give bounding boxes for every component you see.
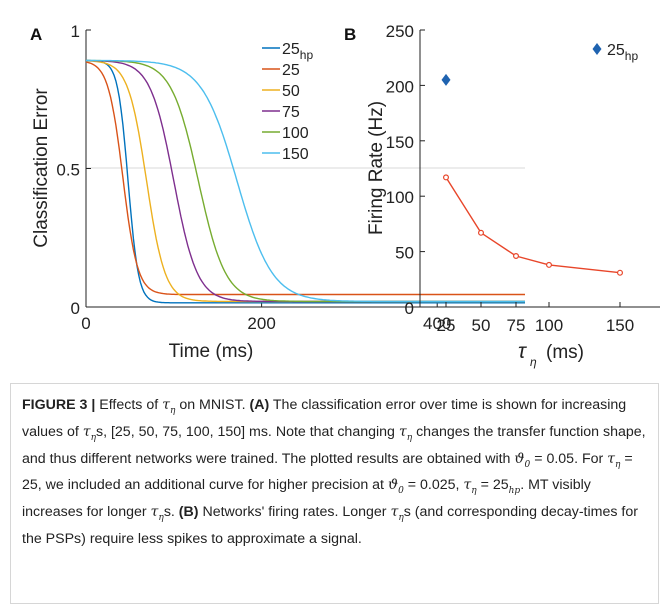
panel-a-chart: A 0 0.5 1 0 200 400 Classification Error Tim… [30, 22, 525, 362]
caption-text: Networks' firing rates. Longer [198, 504, 391, 521]
panel-b-x-tick-label: 25 [437, 316, 456, 335]
caption-panel-a-ref: (A) [249, 397, 270, 413]
caption-text: on MNIST. [175, 397, 250, 413]
panel-a-label: A [30, 25, 42, 44]
caption-text: Effects of [95, 397, 163, 413]
panel-b-y-tick-label: 100 [386, 188, 414, 207]
caption-symbol: η [169, 405, 176, 416]
firing-rate-point [545, 261, 552, 268]
series-line-25 [85, 61, 525, 296]
caption-text: The classification error over time is sh… [22, 397, 627, 440]
diamond-point-25hp [441, 73, 451, 86]
caption-symbol: ϑ [387, 477, 399, 494]
firing-rate-point [512, 253, 519, 260]
caption-symbol: τ [398, 423, 407, 440]
panel-a-y-tick-label: 1 [71, 22, 80, 41]
caption-text: s (and corresponding decay-times for the… [22, 504, 638, 548]
caption-symbol: 0 [398, 486, 404, 497]
caption-text: . MT visibly increases for longer [22, 477, 591, 521]
panel-b-x-tick-label: 150 [606, 316, 634, 335]
caption-text: changes the transfer function shape, and… [22, 423, 646, 467]
panel-b-x-tick-label: 50 [472, 316, 491, 335]
caption-text: = 25, we included an additional curve fo… [22, 450, 633, 494]
panel-b-x-tick-label: 100 [535, 316, 563, 335]
panel-a-y-tick-label: 0.5 [56, 161, 80, 180]
legend-label-50: 50 [282, 83, 300, 100]
svg-text:τ: τ [518, 340, 527, 363]
panel-b-y-tick-label: 0 [405, 299, 414, 318]
panel-b-y-tick-label: 150 [386, 133, 414, 152]
legend-label-150: 150 [282, 146, 309, 163]
caption-figure-label: FIGURE 3 | [22, 397, 96, 413]
svg-text:(ms): (ms) [546, 342, 584, 363]
legend-label-25hp: 25hp [282, 41, 313, 62]
panel-a-x-axis-label: Time (ms) [169, 341, 254, 362]
caption-box [10, 383, 659, 604]
caption-symbol: τ [150, 504, 159, 521]
caption-symbol: η [398, 513, 404, 524]
series-line-25hp [85, 59, 525, 304]
series-line-150 [86, 59, 525, 303]
caption-symbol: τ [82, 423, 91, 440]
caption-symbol: η [615, 459, 621, 470]
legend-label-25: 25 [282, 62, 300, 79]
caption-symbol: η [90, 432, 96, 443]
caption-panel-b-ref: (B) [178, 504, 199, 521]
svg-text:η: η [530, 355, 537, 369]
caption-symbol: hp [508, 486, 521, 497]
caption-text: = 25 [476, 477, 509, 494]
firing-rate-point [478, 229, 485, 236]
caption-symbol: τ [390, 504, 399, 521]
firing-rate-line [445, 177, 621, 274]
caption-symbol: τ [463, 477, 472, 494]
caption-symbol: 0 [524, 459, 531, 470]
legend-label-25hp-diamond: 25hp [607, 42, 638, 63]
caption-symbol: τ [162, 397, 170, 413]
panel-b-y-tick-label: 50 [395, 244, 414, 263]
caption-text: s. [163, 504, 179, 521]
caption-symbol: η [471, 486, 477, 497]
panel-b-y-tick-label: 200 [386, 77, 414, 96]
panel-a-x-tick-label: 200 [247, 314, 275, 333]
caption-symbol: η [406, 432, 413, 443]
panel-b-y-tick-label: 250 [386, 22, 414, 41]
panel-b-y-axis-label: Firing Rate (Hz) [366, 101, 387, 235]
panel-a-y-axis-label: Classification Error [31, 88, 52, 248]
legend-label-75: 75 [282, 104, 300, 121]
panel-b-x-axis-label: τ η (ms) [518, 340, 584, 369]
panel-b-chart: B 0 50 100 150 200 250 25 50 75 100 150 25hp Firi… [344, 22, 660, 369]
figure-caption: FIGURE 3 | Effects of τη on MNIST. (A) T… [22, 395, 652, 550]
caption-symbol: τ [607, 450, 616, 467]
caption-symbol: ϑ [514, 450, 525, 467]
caption-text: = 0.05. For [530, 450, 608, 467]
panel-a-y-tick-label: 0 [71, 299, 80, 318]
caption-symbol: η [158, 513, 164, 524]
series-line-50 [85, 60, 525, 303]
legend-label-100: 100 [282, 125, 309, 142]
legend-diamond-swatch [592, 43, 602, 55]
caption-text: s, [25, 50, 75, 100, 150] ms. Note that … [96, 423, 399, 440]
series-line-75 [86, 59, 525, 303]
panel-b-label: B [344, 25, 356, 44]
panel-a-x-tick-label: 400 [423, 314, 451, 333]
series-line-100 [86, 59, 525, 303]
firing-rate-point [616, 269, 623, 276]
firing-rate-point [443, 174, 450, 181]
panel-b-x-tick-label: 75 [507, 316, 526, 335]
caption-text: = 0.025, [403, 477, 464, 494]
panel-a-x-tick-label: 0 [81, 314, 90, 333]
